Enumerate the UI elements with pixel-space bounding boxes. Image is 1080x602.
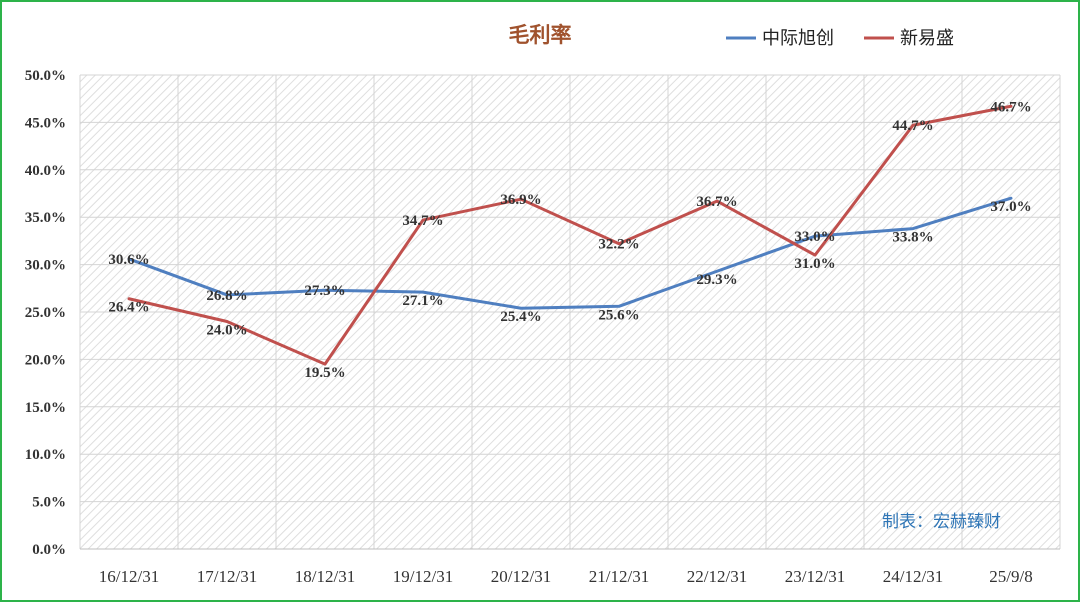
x-tick-label: 17/12/31 bbox=[197, 567, 257, 586]
data-label: 25.6% bbox=[598, 307, 639, 323]
y-tick-label: 40.0% bbox=[25, 163, 66, 179]
y-tick-label: 35.0% bbox=[25, 210, 66, 226]
data-label: 36.7% bbox=[696, 194, 737, 210]
legend: 中际旭创 新易盛 bbox=[726, 28, 954, 49]
data-label: 46.7% bbox=[990, 99, 1031, 115]
y-tick-label: 10.0% bbox=[25, 447, 66, 463]
y-tick-label: 15.0% bbox=[25, 400, 66, 416]
x-tick-label: 18/12/31 bbox=[295, 567, 355, 586]
data-label: 27.1% bbox=[402, 293, 443, 309]
data-label: 34.7% bbox=[402, 213, 443, 229]
data-label: 31.0% bbox=[794, 256, 835, 272]
x-tick-label: 24/12/31 bbox=[883, 567, 943, 586]
x-tick-label: 16/12/31 bbox=[99, 567, 159, 586]
credit-text: 制表：宏赫臻财 bbox=[882, 512, 1001, 532]
axes: 0.0% 5.0% 10.0% 15.0% 20.0% 25.0% 30.0% 35.0% 40… bbox=[25, 68, 1060, 586]
y-tick-label: 45.0% bbox=[25, 115, 66, 131]
legend-label-zhongji: 中际旭创 bbox=[762, 28, 834, 49]
x-tick-label: 25/9/8 bbox=[989, 567, 1032, 586]
chart-title: 毛利率 bbox=[509, 22, 572, 47]
series-lines bbox=[127, 104, 1013, 366]
y-tick-label: 5.0% bbox=[32, 495, 66, 511]
data-label: 33.0% bbox=[794, 229, 835, 245]
y-tick-label: 30.0% bbox=[25, 258, 66, 274]
data-label: 26.4% bbox=[108, 300, 149, 316]
data-labels: 30.6% 26.8% 27.3% 27.1% 25.4% 25.6% 29.3% 33.0%… bbox=[108, 99, 1031, 381]
data-label: 32.2% bbox=[598, 237, 639, 253]
x-tick-label: 20/12/31 bbox=[491, 567, 551, 586]
legend-label-xinyisheng: 新易盛 bbox=[900, 28, 954, 49]
x-tick-label: 19/12/31 bbox=[393, 567, 453, 586]
y-tick-label: 0.0% bbox=[32, 542, 66, 558]
y-tick-label: 20.0% bbox=[25, 352, 66, 368]
x-tick-label: 23/12/31 bbox=[785, 567, 845, 586]
data-label: 36.9% bbox=[500, 192, 541, 208]
data-label: 30.6% bbox=[108, 252, 149, 268]
data-label: 33.8% bbox=[892, 230, 933, 246]
series-line-1 bbox=[127, 104, 1013, 366]
x-tick-label: 21/12/31 bbox=[589, 567, 649, 586]
data-label: 27.3% bbox=[304, 283, 345, 299]
data-label: 19.5% bbox=[304, 365, 345, 381]
x-tick-label: 22/12/31 bbox=[687, 567, 747, 586]
series-line-0 bbox=[127, 196, 1013, 310]
y-tick-label: 25.0% bbox=[25, 305, 66, 321]
data-label: 25.4% bbox=[500, 309, 541, 325]
y-tick-label: 50.0% bbox=[25, 68, 66, 84]
data-label: 26.8% bbox=[206, 288, 247, 304]
data-label: 44.7% bbox=[892, 118, 933, 134]
grid-lines bbox=[79, 74, 1061, 550]
data-label: 29.3% bbox=[696, 272, 737, 288]
data-label: 24.0% bbox=[206, 322, 247, 338]
data-label: 37.0% bbox=[990, 199, 1031, 215]
